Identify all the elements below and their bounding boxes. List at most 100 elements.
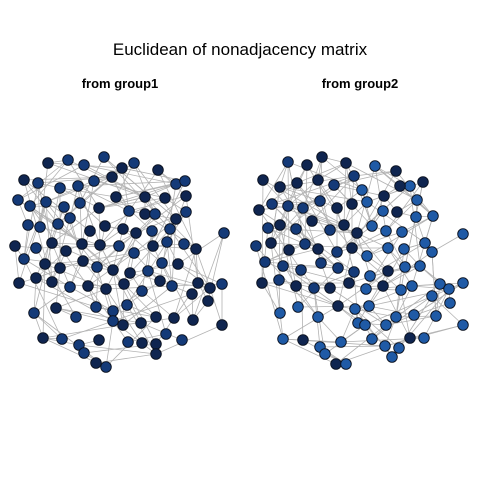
network-edge [55,307,142,324]
panel-title-group2: from group2 [322,76,399,91]
network-edge [33,312,63,340]
network-node [118,278,130,290]
network-edge [313,271,355,289]
network-node [135,317,147,329]
network-edge [39,226,101,246]
network-edge [282,265,339,269]
network-edge [279,186,321,202]
network-edge [262,179,289,207]
network-edge [353,170,397,177]
network-node [159,192,171,204]
network-node [257,174,269,186]
network-edge [282,305,339,340]
network-edge [51,207,100,244]
network-edge [98,197,166,209]
network-edge [279,164,308,226]
network-node [107,315,119,327]
network-edge [351,231,403,249]
network-node [93,334,105,346]
network-edge [129,263,179,274]
network-node [88,175,100,187]
network-edge [18,201,47,284]
network-node [90,301,102,313]
network-node [147,240,159,252]
network-edge [270,200,321,244]
network-node [160,328,172,340]
network-node [9,240,21,252]
network-node [139,208,151,220]
network-edge [69,286,114,312]
network-node [398,243,410,255]
network-node [316,151,328,163]
network-node [28,307,40,319]
network-edge [321,156,363,191]
network-node [146,225,158,237]
network-edge [385,181,424,232]
network-edge [95,306,157,318]
network-node [58,201,70,213]
network-node [110,191,122,203]
network-edge [96,245,154,268]
network-node [430,310,442,322]
network-edge [112,293,193,322]
network-edge [395,248,405,318]
network-edge [59,187,117,198]
network-node [150,348,162,360]
network-node [64,281,76,293]
network-edge [81,180,95,245]
network-node [176,334,188,346]
network-edge [261,282,339,307]
network-node [379,340,391,352]
network-node [297,202,309,214]
network-edge [267,227,306,245]
network-node [78,347,90,359]
network-edge [173,248,197,319]
network-edge [82,232,137,262]
network-node [122,336,134,348]
network-edge [371,295,433,340]
network-node [72,180,84,192]
network-edge [17,159,69,201]
network-edge [23,201,47,260]
network-node [70,311,82,323]
network-edge [82,252,135,262]
network-node [301,159,313,171]
network-edge [333,170,397,186]
network-edge [401,215,434,233]
network-edge [319,345,386,348]
network-node [290,280,302,292]
network-edge [83,164,177,185]
network-edge [33,242,53,314]
network-edge [127,333,167,343]
network-edge [400,289,411,339]
network-edge [258,182,298,211]
network-edge [385,230,406,268]
network-node [192,277,204,289]
network-node [139,191,151,203]
network-edge [123,283,157,318]
network-edge [44,187,61,265]
network-node [161,236,173,248]
network-node [56,333,68,345]
network-node [42,157,54,169]
network-node [306,215,318,227]
network-edge [77,185,130,212]
network-node [78,159,90,171]
network-node [100,361,112,373]
network-node [434,278,446,290]
network-edge [287,205,345,226]
network-edge [192,232,225,321]
network-node [128,157,140,169]
network-edge [366,201,426,244]
network-node [32,177,44,189]
network-node [390,311,402,323]
network-edge [112,269,142,324]
network-edge [122,317,175,326]
network-node [457,228,469,240]
network-edge [361,189,373,227]
network-node [76,238,88,250]
network-node [457,277,469,289]
network-node [90,357,102,369]
network-edge [55,267,61,309]
network-node [390,165,402,177]
